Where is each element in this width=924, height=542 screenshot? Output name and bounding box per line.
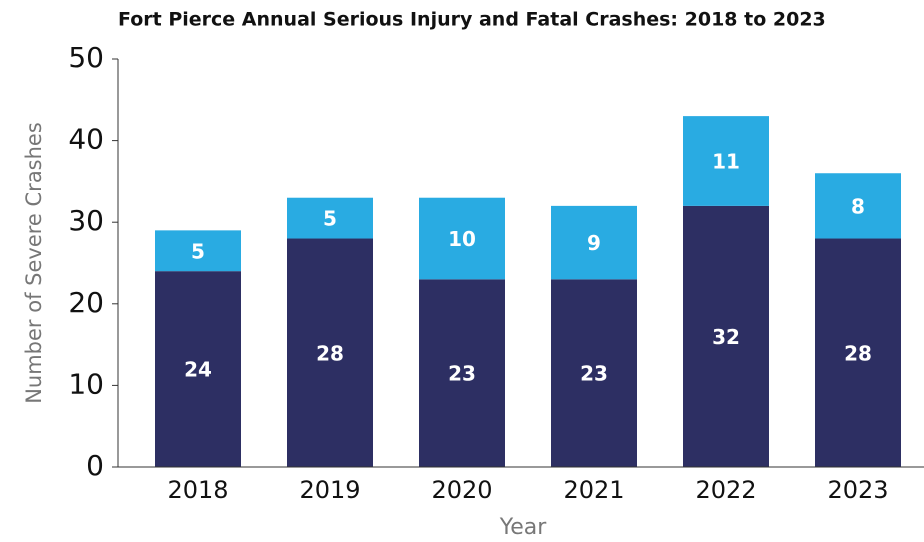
bar-segment	[551, 279, 637, 467]
chart-title: Fort Pierce Annual Serious Injury and Fa…	[118, 9, 826, 31]
bar-segment	[419, 279, 505, 467]
bar-segment	[815, 173, 901, 239]
y-tick-label: 40	[68, 123, 104, 156]
y-tick-label: 10	[68, 367, 104, 400]
bar-segment	[287, 197, 373, 239]
value-label: 24	[184, 358, 212, 382]
value-label: 28	[844, 341, 872, 365]
bar-segment	[815, 238, 901, 467]
y-tick-label: 30	[68, 204, 104, 237]
y-tick-label: 20	[68, 286, 104, 319]
x-axis-label: Year	[499, 515, 548, 540]
x-tick-label: 2019	[299, 476, 360, 504]
bar-segment	[419, 197, 505, 280]
value-label: 10	[448, 227, 476, 251]
value-label: 5	[191, 239, 205, 263]
y-axis-label: Number of Severe Crashes	[22, 122, 46, 404]
value-label: 9	[587, 231, 601, 255]
bar-segment	[155, 271, 241, 467]
x-tick-label: 2022	[695, 476, 756, 504]
bar-segment	[287, 238, 373, 467]
value-label: 28	[316, 341, 344, 365]
x-tick-label: 2018	[167, 476, 228, 504]
x-tick-label: 2020	[431, 476, 492, 504]
bar-segment	[155, 230, 241, 272]
x-tick-label: 2021	[563, 476, 624, 504]
bar-segment	[683, 116, 769, 206]
bar-segment	[551, 205, 637, 280]
y-tick-label: 0	[86, 449, 104, 482]
x-tick-label: 2023	[827, 476, 888, 504]
bar-segment	[683, 205, 769, 467]
value-label: 8	[851, 194, 865, 218]
value-label: 11	[712, 150, 740, 174]
value-label: 23	[580, 362, 608, 386]
value-label: 32	[712, 325, 740, 349]
y-tick-label: 50	[68, 41, 104, 74]
value-label: 23	[448, 362, 476, 386]
value-label: 5	[323, 207, 337, 231]
